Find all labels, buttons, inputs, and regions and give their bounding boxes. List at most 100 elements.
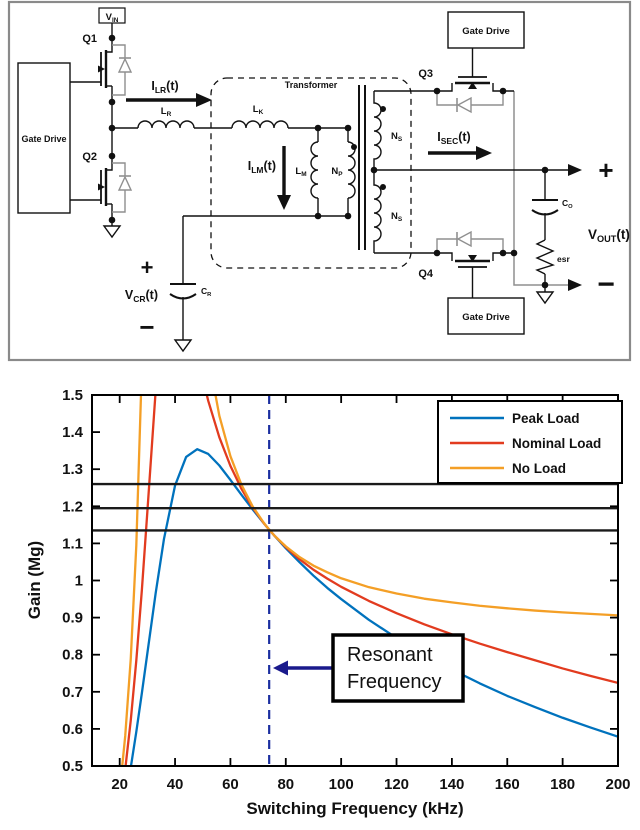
annotation-text-line1: Resonant: [347, 644, 433, 666]
x-axis-label: Switching Frequency (kHz): [246, 799, 463, 818]
x-tick-label: 60: [222, 776, 239, 793]
llc-converter-schematic-panel: Gate Drive VIN Q1 Q2 ILR(t) LR Transformer LK IL…: [0, 0, 640, 375]
shape: S: [398, 136, 403, 143]
junction-dot: [499, 87, 507, 95]
body-diode: [112, 162, 126, 176]
y-tick-label: 1: [75, 573, 83, 590]
resonant-frequency-annotation: Resonant Frequency: [273, 633, 465, 703]
q4-label: Q4: [418, 268, 434, 280]
shape: I: [437, 130, 440, 144]
shape: L: [161, 106, 167, 117]
legend-label: Peak Load: [512, 411, 580, 426]
shape: L: [295, 166, 301, 177]
q1-label: Q1: [82, 33, 97, 45]
gain-frequency-chart: 20 40 60 80 100 120 140 160 180 200 0.5 0.6 0.7 0.8 0.…: [25, 387, 631, 818]
q4-mosfet: Q4 Gate Drive: [418, 230, 525, 335]
input-voltage: VIN: [98, 7, 126, 38]
series-curves: [121, 395, 618, 766]
ilr-arrowhead: [196, 93, 212, 107]
body-arrow: [468, 82, 477, 89]
ground-symbol: [173, 339, 193, 353]
vin-label: VIN: [106, 12, 119, 24]
shape: N: [391, 211, 398, 222]
primary-winding-coil: [347, 141, 356, 199]
co-label: CO: [562, 198, 573, 210]
shape: S: [398, 216, 403, 223]
q2-mosfet: Q2: [82, 128, 133, 239]
q3-mosfet: Q3 Gate Drive: [418, 11, 525, 114]
shape: V: [125, 288, 134, 302]
shape: LR: [155, 85, 166, 95]
y-tick-label: 0.6: [62, 721, 83, 738]
ilm-label: ILM(t): [248, 159, 276, 175]
legend-label: Nominal Load: [512, 436, 601, 451]
gate-drive-box-q4: [447, 297, 525, 335]
x-tick-label: 200: [605, 776, 630, 793]
rectifier-rail: [513, 91, 568, 286]
body-diode: [471, 238, 504, 253]
junction-dot: [380, 106, 386, 112]
junction-dot: [510, 249, 518, 257]
figure-border: [7, 0, 632, 362]
shape: O: [568, 204, 573, 210]
magnetizing-inductor-coil: [310, 141, 319, 199]
shape: N: [331, 166, 338, 177]
ground-symbol: [535, 291, 555, 305]
vcr-label: VCR(t): [125, 288, 158, 304]
gate-drive-label-q4: Gate Drive: [462, 312, 510, 323]
lr-label: LR: [161, 106, 172, 118]
transformer-label: Transformer: [285, 80, 338, 90]
path: [492, 252, 514, 261]
shape: V: [106, 12, 113, 23]
shape: R: [167, 111, 172, 118]
shape: C: [201, 286, 207, 296]
cr-label: CR: [201, 286, 212, 298]
annotation-text-line2: Frequency: [347, 671, 442, 693]
shape: I: [151, 79, 154, 93]
shape: C: [562, 198, 568, 208]
body-diode: [112, 190, 126, 213]
gate-drive-primary: Gate Drive: [17, 62, 101, 214]
legend: Peak Load Nominal Load No Load: [437, 400, 623, 484]
x-tick-label: 20: [111, 776, 128, 793]
ns-label-bottom: NS: [391, 211, 403, 223]
tick-labels: 20 40 60 80 100 120 140 160 180 200 0.5 0.6 0.7 0.8 0.…: [62, 387, 630, 793]
leakage-inductor-coil: [231, 120, 289, 129]
junction-dot: [351, 144, 357, 150]
x-tick-label: 40: [167, 776, 184, 793]
ilr-label: ILR(t): [151, 79, 178, 95]
x-tick-label: 100: [329, 776, 354, 793]
diode-triangle: [117, 175, 133, 191]
shape: SEC: [441, 136, 458, 146]
q3-label: Q3: [418, 68, 433, 80]
x-tick-label: 80: [277, 776, 294, 793]
vout-label: VOUT(t): [588, 227, 630, 244]
junction-dot: [380, 184, 386, 190]
vcr-plus-sign: +: [141, 255, 154, 280]
body-diode: [471, 91, 504, 106]
vout-plus-sign: +: [598, 155, 613, 185]
shape: V: [588, 227, 597, 242]
transformer-dashed-box: [210, 77, 412, 269]
minus-rail-arrowhead: [568, 279, 582, 291]
shape: CR: [133, 294, 145, 304]
np-label: NP: [331, 166, 343, 178]
llc-converter-schematic: Gate DriveVINQ1Q2ILR(t)LRTransformerLKIL…: [7, 0, 632, 362]
y-tick-label: 1.5: [62, 387, 83, 404]
x-tick-label: 180: [550, 776, 575, 793]
diode-triangle: [456, 230, 472, 248]
shape: K: [259, 109, 264, 116]
x-tick-label: 160: [495, 776, 520, 793]
path: [492, 83, 514, 92]
y-tick-label: 1.2: [62, 498, 83, 515]
body-diode: [436, 238, 457, 253]
shape: M: [301, 171, 306, 178]
design-gain-lines: [92, 482, 618, 532]
body-diode: [112, 44, 126, 58]
junction-dot: [499, 249, 507, 257]
vcr-minus-sign: −: [139, 312, 154, 342]
x-tick-label: 120: [384, 776, 409, 793]
shape: N: [391, 131, 398, 142]
gate-drive-box-q3: [447, 11, 525, 49]
